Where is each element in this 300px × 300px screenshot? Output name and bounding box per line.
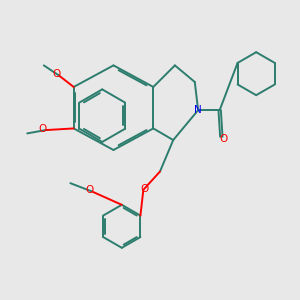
Text: O: O: [140, 184, 148, 194]
Text: O: O: [220, 134, 228, 144]
Text: O: O: [38, 124, 46, 134]
Text: O: O: [52, 69, 61, 79]
Text: N: N: [194, 105, 202, 115]
Text: O: O: [85, 185, 94, 195]
